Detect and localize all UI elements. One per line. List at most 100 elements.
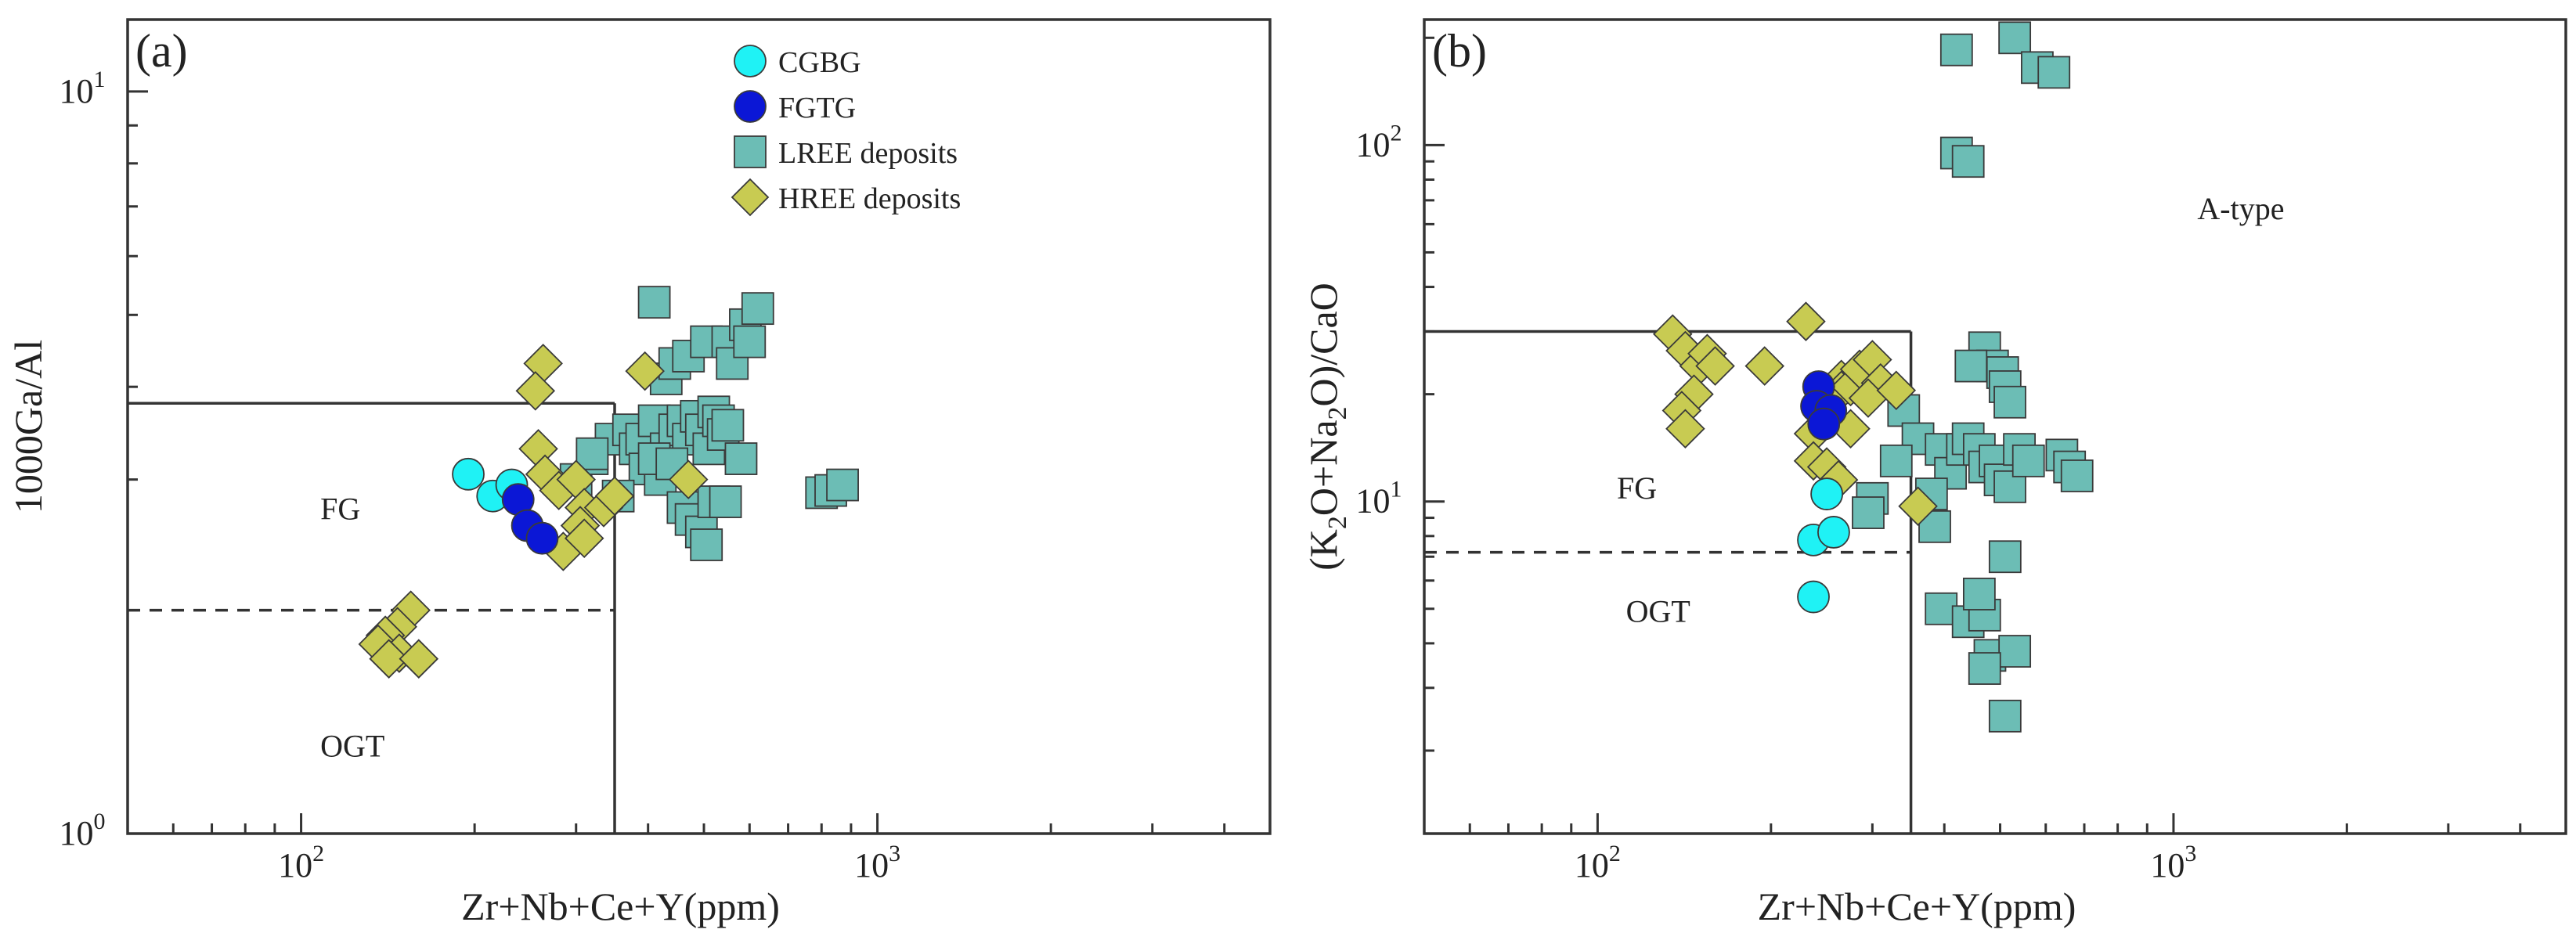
- point-hree: [1876, 370, 1917, 411]
- subscript: 2: [1323, 516, 1352, 529]
- panel-label: (b): [1432, 25, 1487, 77]
- point-hree: [625, 351, 665, 391]
- legend-label: LREE deposits: [778, 137, 958, 170]
- y-tick-label: 101: [60, 67, 106, 110]
- series-fgtg: [1800, 370, 1848, 441]
- point-lree: [1988, 540, 2022, 574]
- point-lree: [575, 437, 609, 470]
- panel-a: 102 103100101Zr+Nb+Ce+Y(ppm)1000Ga/Al(a)F…: [6, 18, 1272, 928]
- point-hree: [594, 476, 635, 517]
- point-hree: [399, 639, 439, 679]
- y-axis-title: 1000Ga/Al: [6, 340, 50, 513]
- tick-base: 10: [1356, 482, 1391, 521]
- point-lree: [637, 286, 671, 319]
- point-lree: [826, 468, 859, 502]
- tick-exponent: 2: [312, 841, 324, 866]
- point-hree: [1695, 346, 1735, 386]
- label-part: O+Na: [1301, 420, 1345, 516]
- point-lree: [1993, 385, 2026, 419]
- x-tick-label: 102: [1575, 841, 1621, 884]
- tick-exponent: 2: [1609, 841, 1621, 866]
- x-tick-label: 103: [854, 841, 900, 884]
- legend-marker-lree: [734, 135, 767, 168]
- point-lree: [1998, 21, 2032, 55]
- point-hree: [369, 639, 409, 679]
- point-hree: [1898, 486, 1938, 527]
- legend: CGBG FGTG LREE deposits HREE deposits: [731, 45, 961, 217]
- region-label: OGT: [320, 729, 384, 764]
- point-lree: [2011, 444, 2045, 477]
- legend-marker-cgbg: [734, 45, 767, 77]
- point-lree: [733, 325, 767, 358]
- series-lree: [1852, 21, 2094, 733]
- x-axis-title: Zr+Nb+Ce+Y(ppm): [1758, 884, 2076, 928]
- tick-exponent: 2: [1391, 120, 1402, 146]
- point-lree: [709, 485, 742, 518]
- point-lree: [2037, 56, 2071, 89]
- x-tick-label: 102: [278, 841, 324, 884]
- tick-base: 10: [1356, 125, 1391, 164]
- point-lree: [2060, 459, 2094, 492]
- series-lree: [559, 286, 859, 561]
- subscript: 2: [1323, 406, 1352, 420]
- point-lree: [1951, 145, 1985, 178]
- label-part: (K: [1301, 529, 1345, 571]
- tick-exponent: 0: [94, 809, 106, 834]
- point-cgbg: [1810, 477, 1844, 510]
- label-part: O)/CaO: [1301, 283, 1345, 406]
- tick-exponent: 1: [1391, 477, 1402, 503]
- point-fgtg: [525, 521, 559, 555]
- tick-base: 10: [1575, 846, 1609, 884]
- legend-marker-fgtg: [734, 90, 767, 123]
- point-hree: [515, 371, 556, 411]
- y-axis-title: (K2O+Na2O)/CaO: [1301, 283, 1352, 571]
- y-tick-label: 102: [1356, 120, 1402, 164]
- tick-base: 10: [278, 846, 312, 884]
- point-lree: [1962, 578, 1996, 611]
- legend-marker-hree: [731, 178, 770, 217]
- x-axis-title: Zr+Nb+Ce+Y(ppm): [461, 884, 780, 928]
- point-hree: [564, 518, 604, 558]
- series-cgbg: [1797, 477, 1850, 614]
- panel-label: (a): [135, 25, 188, 77]
- plot-frame: [126, 18, 1272, 835]
- point-cgbg: [1797, 580, 1830, 614]
- point-lree: [741, 292, 774, 326]
- point-lree: [711, 409, 745, 442]
- point-lree: [655, 447, 689, 481]
- region-label: OGT: [1626, 593, 1690, 629]
- point-lree: [1998, 635, 2032, 668]
- point-cgbg: [452, 457, 485, 491]
- point-lree: [1954, 349, 1988, 383]
- series-fgtg: [501, 483, 559, 555]
- tick-exponent: 1: [94, 67, 106, 92]
- series-cgbg: [452, 457, 529, 513]
- y-tick-label: 100: [60, 809, 106, 852]
- point-lree: [1939, 33, 1973, 67]
- tick-exponent: 3: [2185, 841, 2196, 866]
- point-fgtg: [1807, 407, 1841, 441]
- tick-base: 10: [60, 814, 94, 852]
- legend-label: FGTG: [778, 92, 856, 124]
- point-hree: [1744, 346, 1785, 386]
- legend-label: CGBG: [778, 46, 861, 79]
- panel-b: 102 103101102Zr+Nb+Ce+Y(ppm)(K2O+Na2O)/Ca…: [1301, 18, 2567, 928]
- x-tick-label: 103: [2150, 841, 2196, 884]
- region-label: FG: [320, 492, 360, 527]
- region-label: FG: [1617, 470, 1657, 506]
- point-lree: [724, 442, 758, 475]
- point-hree: [668, 459, 709, 499]
- point-hree: [1665, 409, 1705, 449]
- point-lree: [690, 528, 723, 561]
- region-label: A-type: [2197, 191, 2284, 226]
- legend-label: HREE deposits: [778, 182, 961, 215]
- point-lree: [1988, 699, 2022, 733]
- tick-base: 10: [2150, 846, 2185, 884]
- point-hree: [1786, 301, 1826, 341]
- tick-exponent: 3: [889, 841, 900, 866]
- tick-base: 10: [60, 72, 94, 110]
- tick-base: 10: [854, 846, 889, 884]
- point-lree: [1852, 496, 1885, 529]
- point-cgbg: [1817, 516, 1850, 549]
